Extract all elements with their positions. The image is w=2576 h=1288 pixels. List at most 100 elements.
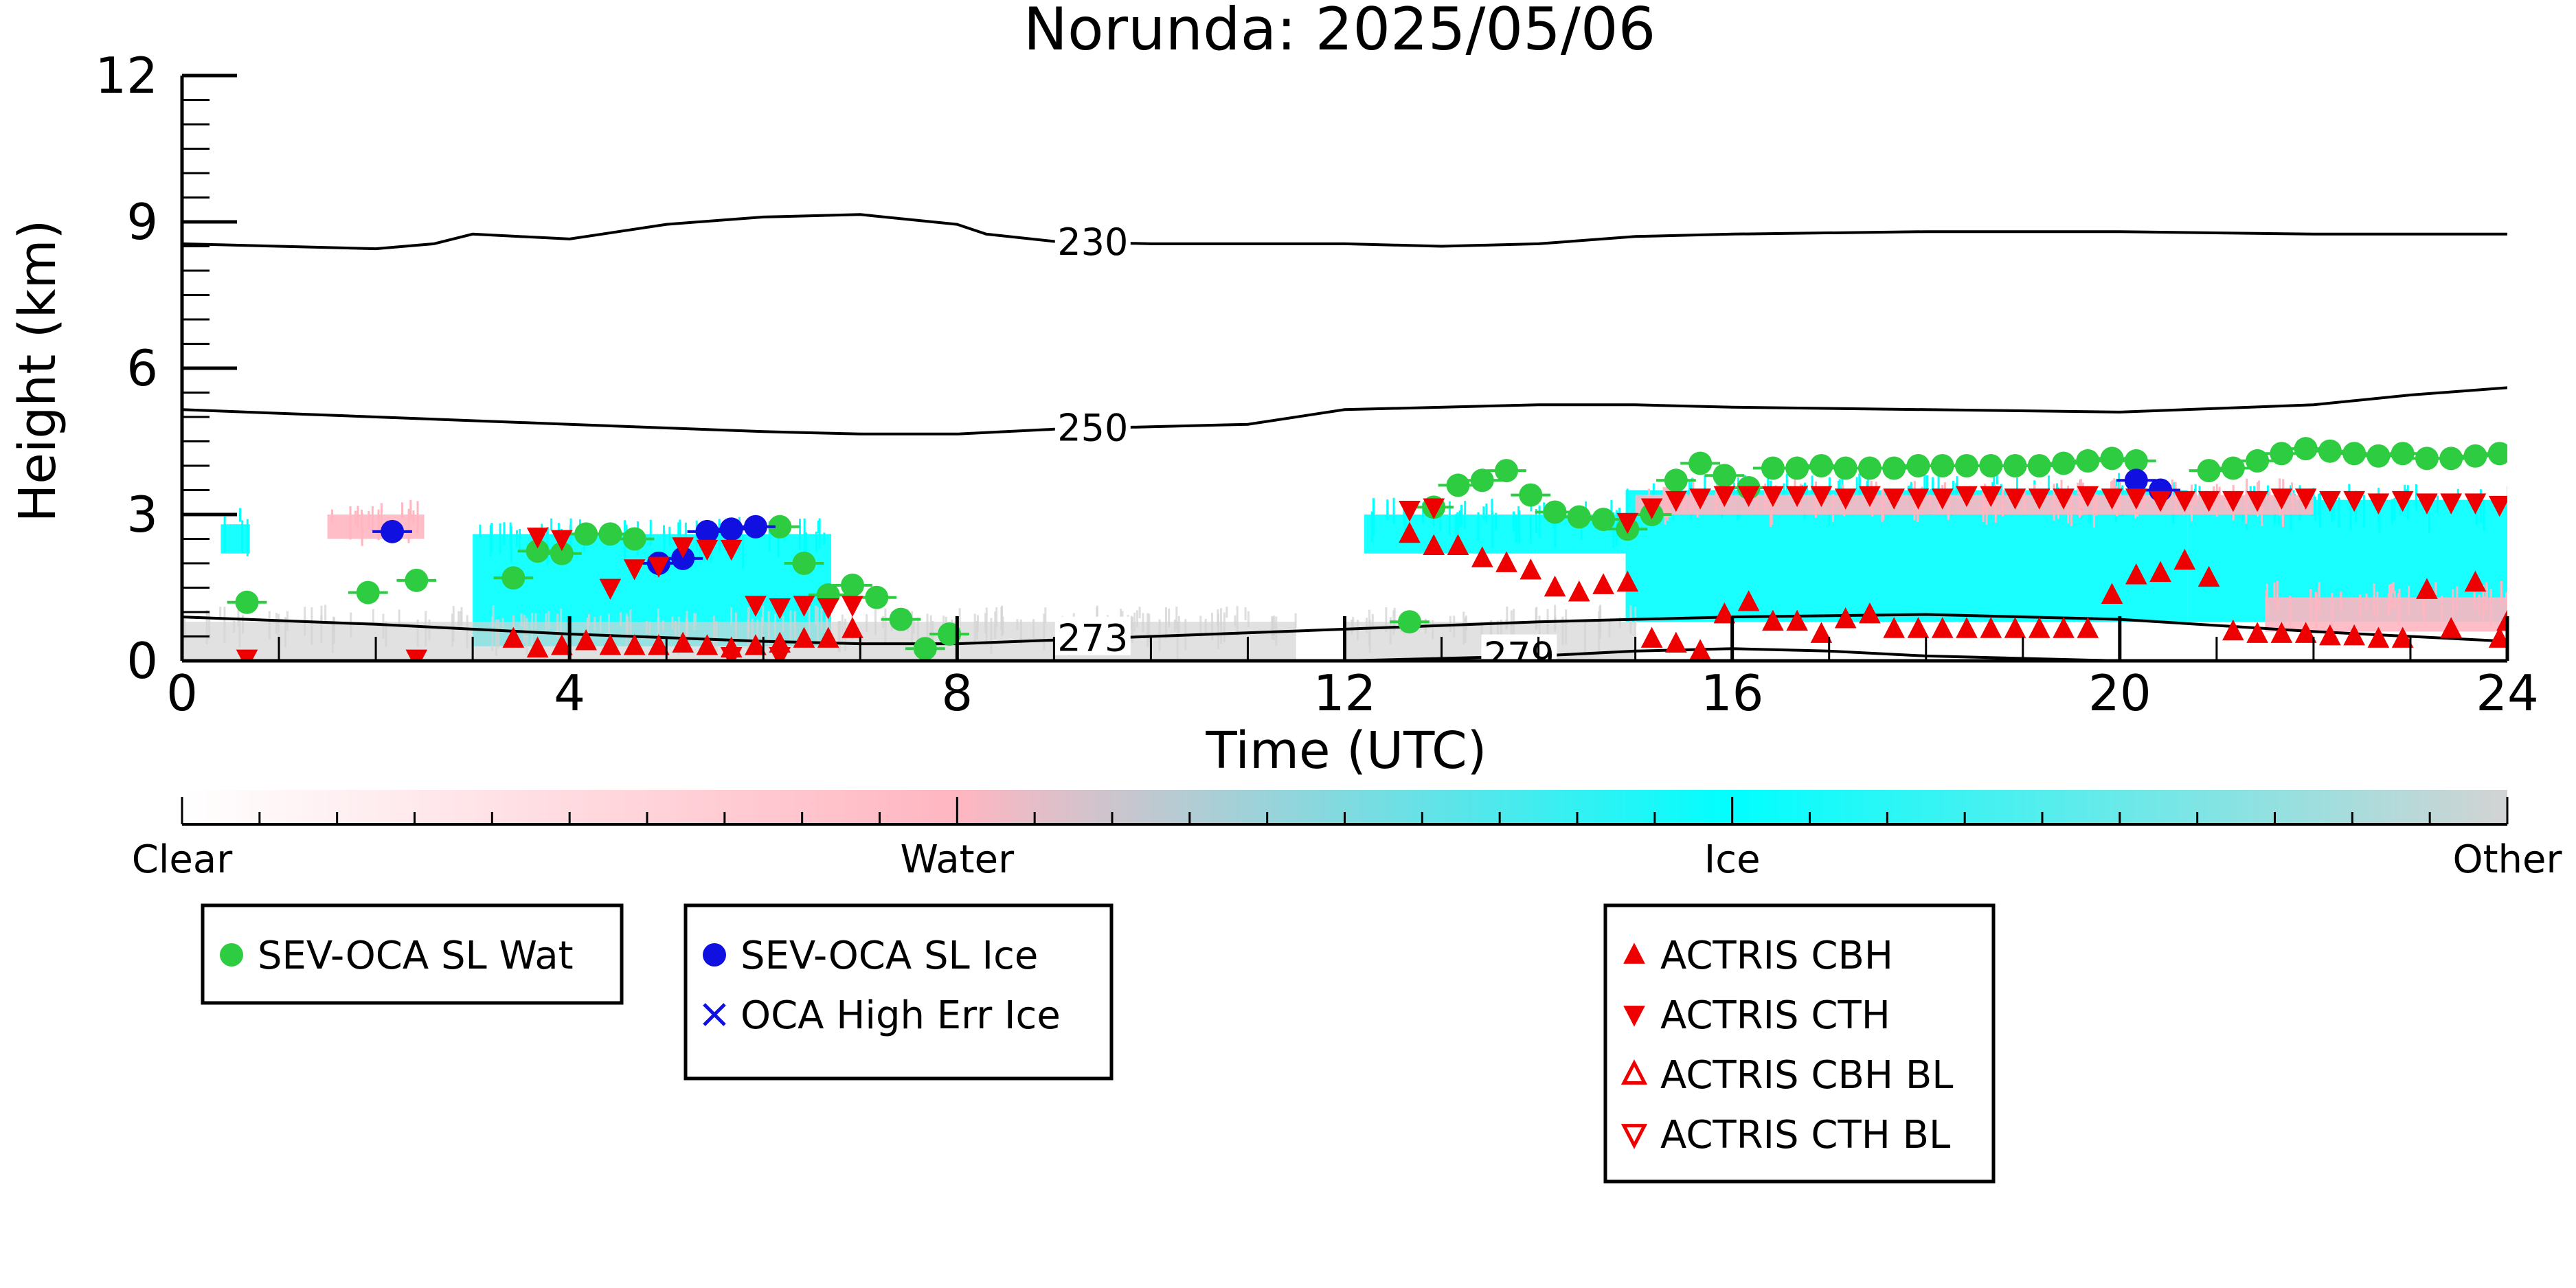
point-sev-oca-sl-ice	[719, 517, 743, 541]
cloud-streak	[503, 522, 506, 545]
point-sev-oca-sl-wat	[768, 515, 792, 539]
cloud-streak	[2053, 484, 2055, 521]
cloud-streak	[1994, 490, 1997, 523]
point-sev-oca-sl-wat	[405, 568, 429, 592]
point-sev-oca-sl-wat	[2003, 454, 2027, 477]
point-actris-cbh	[1907, 617, 1930, 638]
cloud-streak	[874, 609, 877, 635]
point-actris-cth	[2197, 490, 2220, 512]
point-actris-cbh	[2294, 622, 2317, 643]
cloud-streak	[1689, 490, 1692, 513]
cloud-streak	[2373, 583, 2375, 615]
point-actris-cbh	[1544, 575, 1566, 597]
cloud-streak	[2456, 586, 2459, 611]
cloud-streak	[2390, 583, 2393, 608]
cloud-streak	[1866, 474, 1869, 495]
cloud-streak	[2079, 479, 2082, 516]
cloud-streak	[2067, 485, 2070, 523]
point-actris-cbh	[2173, 548, 2196, 570]
cloud-streak	[1925, 475, 1928, 493]
point-sev-oca-sl-wat	[1543, 500, 1567, 524]
cloud-streak	[2315, 594, 2318, 629]
cloud-streak	[793, 611, 796, 639]
y-tick-label: 3	[126, 486, 158, 543]
cloud-streak	[815, 531, 817, 552]
cloud-streak	[1403, 501, 1405, 526]
point-sev-oca-sl-wat	[2124, 449, 2148, 473]
point-sev-oca-sl-wat	[1857, 456, 1882, 480]
cloud-streak	[1648, 488, 1651, 501]
cloud-streak	[1513, 609, 1515, 645]
cloud-streak	[1913, 481, 1916, 493]
cloud-streak	[331, 620, 334, 653]
cloud-streak	[1838, 479, 1841, 498]
cloud-streak	[1652, 483, 1655, 501]
cloud-streak	[2507, 499, 2509, 533]
cloud-streak	[2338, 497, 2340, 528]
cloud-streak	[1554, 510, 1557, 547]
point-actris-cth	[648, 556, 670, 578]
cloud-streak	[742, 534, 745, 569]
cloud-streak	[620, 612, 622, 626]
point-actris-cth	[720, 647, 743, 661]
cloud-streak	[2079, 486, 2081, 518]
point-sev-oca-sl-wat	[913, 637, 937, 661]
cloud-streak	[912, 619, 915, 634]
cloud-streak	[803, 518, 806, 556]
cloud-streak	[626, 616, 629, 636]
legend-label-actris-cth-bl: ACTRIS CTH BL	[1660, 1113, 1950, 1157]
cloud-streak	[239, 508, 242, 522]
point-actris-cth	[1616, 512, 1639, 534]
cloud-streak	[246, 519, 249, 556]
cloud-streak	[1682, 490, 1685, 512]
legend-label-actris-cth: ACTRIS CTH	[1660, 993, 1890, 1038]
cloud-streak	[599, 615, 602, 633]
cloud-streak	[2190, 484, 2193, 521]
cloud-streak	[284, 617, 286, 648]
point-sev-oca-sl-wat	[501, 566, 526, 590]
legend-frame	[201, 903, 624, 1005]
cloud-streak	[1512, 511, 1515, 532]
cloud-streak	[1217, 613, 1219, 649]
cloud-streak	[2393, 497, 2396, 521]
point-actris-cth	[1423, 498, 1445, 519]
cloud-streak	[2333, 495, 2336, 521]
cloud-streak	[1997, 489, 2000, 500]
contour-label: 273	[1057, 617, 1128, 660]
cloud-streak	[884, 608, 887, 643]
cloud-streak	[815, 605, 817, 625]
cloud-streak	[2095, 494, 2098, 516]
cloud-streak	[712, 615, 715, 652]
cloud-streak	[380, 503, 383, 537]
cloud-streak	[823, 532, 826, 545]
cloud-streak	[371, 506, 374, 532]
cloud-streak	[674, 620, 677, 636]
x-axis-label: Time (UTC)	[1205, 721, 1487, 780]
cloud-streak	[1561, 616, 1564, 645]
cloud-streak	[2408, 586, 2410, 616]
cloud-streak	[1983, 484, 1986, 512]
colorbar: Clear Water Ice Other	[132, 790, 2562, 882]
point-sev-oca-sl-wat	[1519, 483, 1543, 507]
cloud-streak	[398, 609, 400, 624]
point-sev-oca-sl-wat	[2100, 447, 2124, 471]
cloud-streak	[560, 608, 563, 644]
cloud-streak	[1923, 473, 1926, 499]
cloud-streak	[586, 618, 589, 635]
cloud-streak	[671, 616, 674, 629]
cloud-streak	[686, 611, 688, 645]
cloud-streak	[1764, 483, 1767, 510]
point-actris-cbh	[575, 629, 597, 651]
cloud-streak	[990, 618, 993, 655]
point-actris-cth	[672, 537, 694, 558]
cloud-streak	[495, 620, 497, 656]
cloud-streak	[774, 614, 777, 637]
cloud-streak	[1133, 612, 1136, 632]
cloud-streak	[2246, 478, 2248, 497]
cloud-streak	[479, 524, 482, 539]
legend-label-oca-high-err-ice: OCA High Err Ice	[741, 993, 1061, 1038]
cloud-streak	[1352, 617, 1355, 631]
cloud-streak	[1389, 617, 1392, 644]
cloud-streak	[2318, 493, 2320, 516]
cloud-streak	[804, 532, 807, 558]
